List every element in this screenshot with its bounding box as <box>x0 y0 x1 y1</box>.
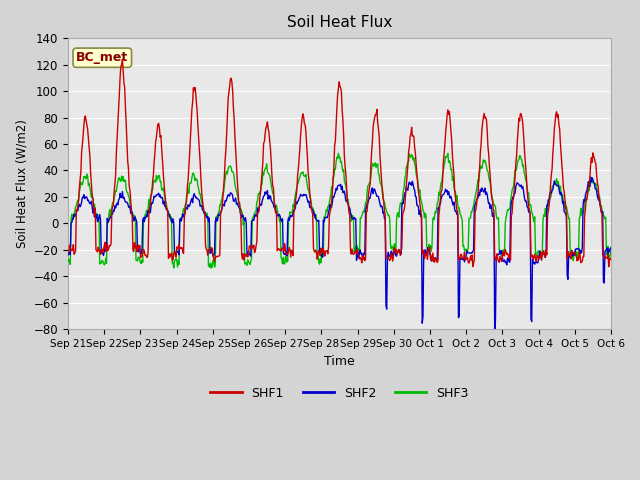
SHF2 <box>406 179 413 185</box>
SHF1 <box>186 151 193 156</box>
SHF3 <box>170 265 177 271</box>
SHF3 <box>214 210 222 216</box>
SHF2 <box>185 203 193 209</box>
Title: Soil Heat Flux: Soil Heat Flux <box>287 15 392 30</box>
SHF2 <box>491 327 499 333</box>
SHF1 <box>74 204 82 209</box>
SHF1 <box>118 57 126 62</box>
SHF3 <box>74 197 82 203</box>
SHF2 <box>214 217 221 223</box>
SHF3 <box>423 244 431 250</box>
SHF1 <box>64 250 72 255</box>
SHF1 <box>422 252 430 258</box>
SHF2 <box>74 208 82 214</box>
SHF3 <box>607 248 615 253</box>
SHF2 <box>587 174 595 180</box>
SHF3 <box>407 155 415 160</box>
SHF2 <box>421 247 429 252</box>
SHF2 <box>607 245 615 251</box>
Y-axis label: Soil Heat Flux (W/m2): Soil Heat Flux (W/m2) <box>15 120 28 248</box>
Line: SHF1: SHF1 <box>68 60 611 267</box>
SHF1 <box>131 240 138 246</box>
SHF1 <box>605 264 612 270</box>
SHF3 <box>186 180 193 186</box>
Line: SHF2: SHF2 <box>68 177 611 330</box>
SHF1 <box>214 253 222 259</box>
SHF2 <box>64 252 72 258</box>
SHF3 <box>335 150 342 156</box>
Line: SHF3: SHF3 <box>68 153 611 268</box>
Legend: SHF1, SHF2, SHF3: SHF1, SHF2, SHF3 <box>205 382 474 405</box>
SHF3 <box>64 256 72 262</box>
X-axis label: Time: Time <box>324 355 355 368</box>
SHF1 <box>607 257 615 263</box>
SHF1 <box>406 134 414 140</box>
SHF2 <box>130 218 138 224</box>
Text: BC_met: BC_met <box>76 51 129 64</box>
SHF3 <box>130 216 138 222</box>
